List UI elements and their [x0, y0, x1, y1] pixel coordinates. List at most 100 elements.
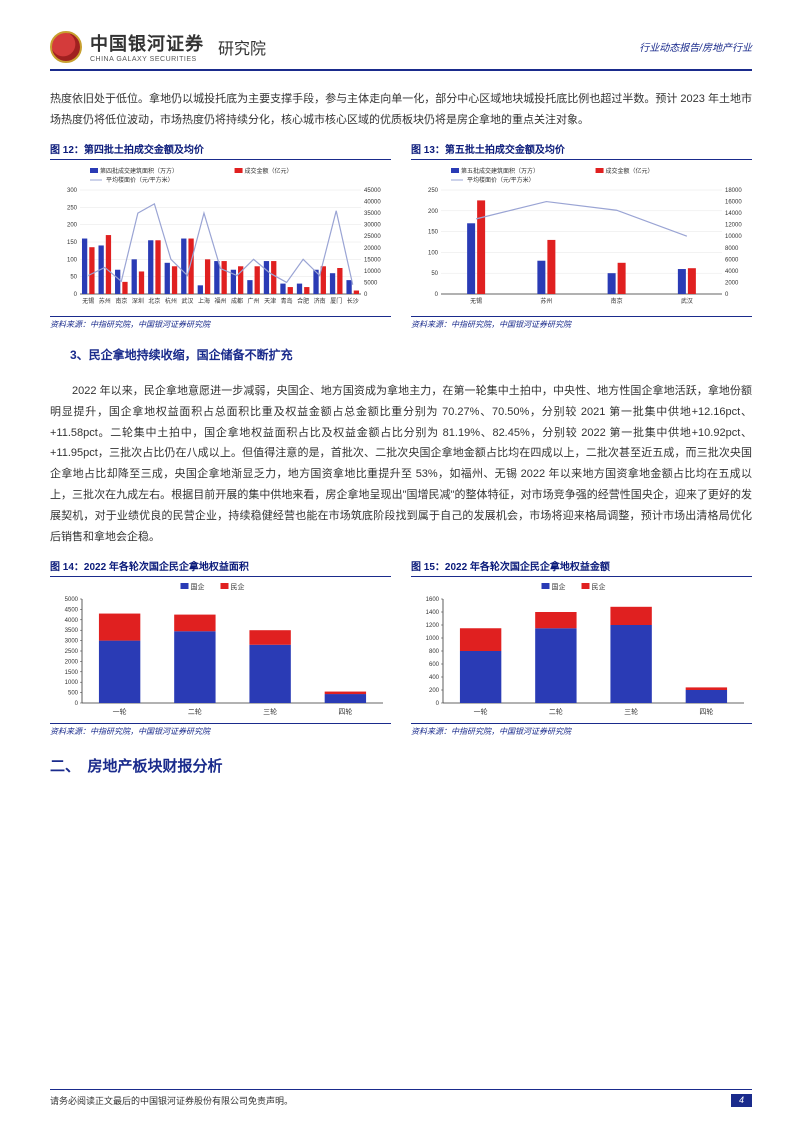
svg-text:0: 0 [364, 292, 368, 298]
svg-text:二轮: 二轮 [188, 707, 202, 716]
svg-text:武汉: 武汉 [681, 297, 693, 305]
svg-text:40000: 40000 [364, 199, 381, 205]
svg-text:150: 150 [67, 240, 78, 246]
svg-text:二轮: 二轮 [549, 707, 563, 716]
svg-text:200: 200 [429, 688, 440, 694]
svg-text:2500: 2500 [65, 649, 79, 655]
svg-text:600: 600 [429, 662, 440, 668]
svg-text:20000: 20000 [364, 246, 381, 252]
logo-cn: 中国银河证券 [90, 30, 204, 56]
paragraph-intro: 热度依旧处于低位。拿地仍以城投托底为主要支撑手段，参与主体走向单一化，部分中心区… [50, 89, 752, 131]
logo-en: CHINA GALAXY SECURITIES [90, 56, 204, 63]
fig14-chart: 国企民企050010001500200025003000350040004500… [50, 581, 391, 721]
fig12-title: 图 12：第四批土拍成交金额及均价 [50, 141, 391, 160]
svg-text:1600: 1600 [426, 597, 440, 603]
svg-text:3500: 3500 [65, 628, 79, 634]
svg-text:400: 400 [429, 675, 440, 681]
svg-text:100: 100 [67, 257, 78, 263]
svg-text:10000: 10000 [725, 234, 742, 240]
logo-suffix: 研究院 [218, 35, 266, 59]
fig13-source: 资料来源：中指研究院，中国银河证券研究院 [411, 316, 752, 330]
svg-text:天津: 天津 [264, 298, 276, 305]
svg-text:100: 100 [428, 250, 439, 256]
footer-disclaimer: 请务必阅读正文最后的中国银河证券股份有限公司免责声明。 [50, 1094, 293, 1107]
svg-text:四轮: 四轮 [699, 707, 713, 716]
svg-text:45000: 45000 [364, 188, 381, 194]
svg-text:北京: 北京 [148, 297, 160, 305]
svg-text:0: 0 [435, 292, 439, 298]
svg-text:南京: 南京 [115, 297, 127, 305]
svg-text:50: 50 [431, 271, 438, 277]
page-number: 4 [731, 1094, 752, 1107]
svg-text:三轮: 三轮 [263, 707, 277, 716]
svg-text:福州: 福州 [214, 297, 226, 305]
sub-heading-3: 3、民企拿地持续收缩，国企储备不断扩充 [70, 346, 752, 363]
svg-text:35000: 35000 [364, 211, 381, 217]
svg-text:1000: 1000 [426, 636, 440, 642]
svg-text:一轮: 一轮 [113, 707, 127, 716]
logo-text: 中国银河证券 CHINA GALAXY SECURITIES [90, 30, 204, 63]
svg-text:4000: 4000 [725, 269, 739, 275]
svg-text:平均楼面价（元/平方米）: 平均楼面价（元/平方米） [106, 176, 174, 184]
paragraph-body: 2022 年以来，民企拿地意愿进一步减弱，央国企、地方国资成为拿地主力，在第一轮… [50, 381, 752, 548]
svg-text:15000: 15000 [364, 257, 381, 263]
svg-text:0: 0 [74, 292, 78, 298]
figure-row-14-15: 图 14：2022 年各轮次国企民企拿地权益面积 国企 民企 0 500 1000 150… [50, 558, 752, 737]
svg-text:12000: 12000 [725, 222, 742, 228]
svg-text:无锡: 无锡 [470, 297, 482, 305]
svg-text:济南: 济南 [314, 297, 326, 305]
svg-text:一轮: 一轮 [474, 707, 488, 716]
svg-text:上海: 上海 [198, 297, 210, 305]
svg-text:0: 0 [725, 292, 729, 298]
svg-text:1000: 1000 [65, 680, 79, 686]
fig14-title: 图 14：2022 年各轮次国企民企拿地权益面积 [50, 558, 391, 577]
svg-text:2000: 2000 [725, 280, 739, 286]
svg-text:250: 250 [428, 188, 439, 194]
svg-text:武汉: 武汉 [181, 297, 193, 305]
svg-text:16000: 16000 [725, 199, 742, 205]
svg-text:成交金额（亿元）: 成交金额（亿元） [606, 167, 654, 175]
figure-13: 图 13：第五批土拍成交金额及均价 第五批成交建筑面积（万方）成交金额（亿元）平… [411, 141, 752, 330]
svg-text:200: 200 [428, 209, 439, 215]
page-footer: 请务必阅读正文最后的中国银河证券股份有限公司免责声明。 4 [50, 1089, 752, 1107]
svg-text:成都: 成都 [231, 297, 243, 305]
svg-text:0: 0 [75, 701, 79, 707]
svg-text:南京: 南京 [611, 297, 623, 305]
svg-text:25000: 25000 [364, 234, 381, 240]
svg-text:苏州: 苏州 [540, 297, 552, 305]
logo-block: 中国银河证券 CHINA GALAXY SECURITIES 研究院 [50, 30, 266, 63]
svg-text:30000: 30000 [364, 222, 381, 228]
svg-text:1500: 1500 [65, 670, 79, 676]
svg-text:250: 250 [67, 205, 78, 211]
figure-row-12-13: 图 12：第四批土拍成交金额及均价 第四批成交建筑面积（万方）成交金额（亿元）平… [50, 141, 752, 330]
svg-text:厦门: 厦门 [330, 297, 342, 305]
svg-text:青岛: 青岛 [281, 297, 293, 305]
svg-text:200: 200 [67, 222, 78, 228]
company-logo-icon [50, 31, 82, 63]
svg-text:1200: 1200 [426, 623, 440, 629]
svg-text:成交金额（亿元）: 成交金额（亿元） [245, 167, 293, 175]
fig15-source: 资料来源：中指研究院，中国银河证券研究院 [411, 723, 752, 737]
svg-text:苏州: 苏州 [99, 297, 111, 305]
svg-text:四轮: 四轮 [338, 707, 352, 716]
svg-text:800: 800 [429, 649, 440, 655]
fig15-chart: 国企民企02004006008001000120014001600一轮二轮三轮四… [411, 581, 752, 721]
svg-text:无锡: 无锡 [82, 297, 94, 305]
fig15-title: 图 15：2022 年各轮次国企民企拿地权益金额 [411, 558, 752, 577]
svg-text:国企: 国企 [552, 582, 566, 591]
fig12-source: 资料来源：中指研究院，中国银河证券研究院 [50, 316, 391, 330]
fig12-chart: 第四批成交建筑面积（万方）成交金额（亿元）平均楼面价（元/平方米）0501001… [50, 164, 391, 314]
figure-14: 图 14：2022 年各轮次国企民企拿地权益面积 国企民企05001000150… [50, 558, 391, 737]
svg-text:民企: 民企 [592, 582, 606, 591]
svg-text:平均楼面价（元/平方米）: 平均楼面价（元/平方米） [467, 176, 535, 184]
svg-text:第五批成交建筑面积（万方）: 第五批成交建筑面积（万方） [461, 167, 539, 175]
svg-text:3000: 3000 [65, 639, 79, 645]
svg-text:1400: 1400 [426, 610, 440, 616]
fig13-chart: 第五批成交建筑面积（万方） 成交金额（亿元） 平均楼面价（元/平方米） 0 50 100 1… [411, 164, 752, 314]
svg-text:5000: 5000 [364, 280, 378, 286]
svg-text:长沙: 长沙 [347, 297, 359, 305]
svg-text:国企: 国企 [191, 582, 205, 591]
section-2-heading: 二、 房地产板块财报分析 [50, 755, 752, 776]
svg-text:500: 500 [68, 691, 79, 697]
svg-text:6000: 6000 [725, 257, 739, 263]
